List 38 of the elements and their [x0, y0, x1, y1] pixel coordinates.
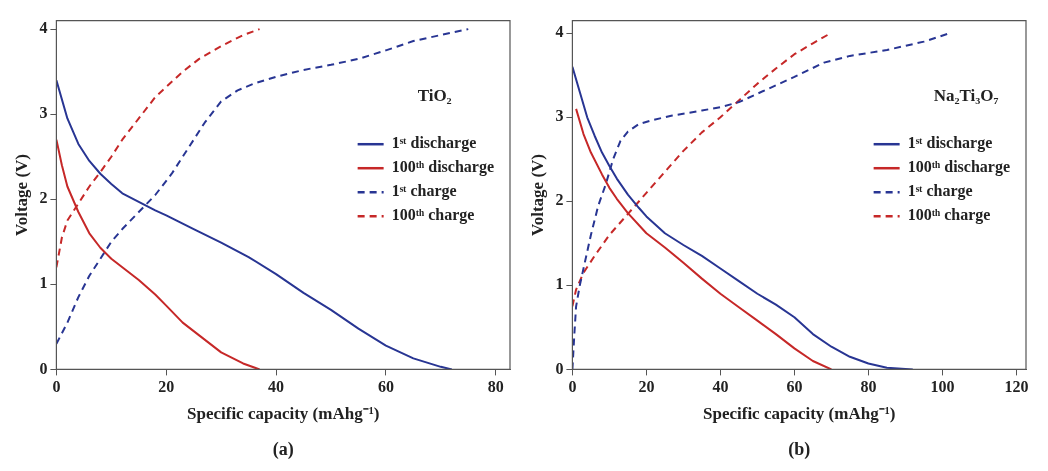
legend-label: 1ˢᵗ charge — [907, 182, 973, 201]
y-axis-title: Voltage (V) — [11, 154, 31, 236]
x-tick-label: 20 — [158, 378, 175, 396]
legend-label: 100ᵗʰ charge — [391, 206, 475, 225]
x-axis-title: Specific capacity (mAhg⁻¹) — [187, 404, 380, 424]
y-tick-label: 1 — [555, 275, 564, 293]
y-tick-label: 0 — [555, 359, 564, 377]
x-tick-label: 60 — [377, 378, 394, 396]
x-tick-label: 20 — [638, 378, 655, 396]
legend-label: 1ˢᵗ discharge — [907, 134, 993, 153]
legend-label: 1ˢᵗ discharge — [391, 134, 477, 153]
legend-label: 1ˢᵗ charge — [391, 182, 457, 201]
y-tick-label: 4 — [39, 19, 48, 37]
legend-label: 100ᵗʰ charge — [907, 206, 991, 225]
x-tick-label: 40 — [268, 378, 285, 396]
x-tick-label: 0 — [568, 378, 577, 396]
x-tick-label: 100 — [930, 378, 955, 396]
y-tick-label: 2 — [555, 191, 564, 209]
annotation: TiO₂ — [417, 85, 452, 105]
x-tick-label: 60 — [786, 378, 803, 396]
legend-label: 100ᵗʰ discharge — [391, 158, 495, 177]
y-tick-label: 4 — [555, 23, 564, 41]
annotation: Na₂Ti₃O₇ — [933, 85, 999, 105]
text: (b) — [788, 438, 811, 460]
legend-label: 100ᵗʰ discharge — [907, 158, 1011, 177]
x-tick-label: 80 — [487, 378, 504, 396]
x-tick-label: 0 — [52, 378, 61, 396]
x-tick-label: 120 — [1004, 378, 1029, 396]
x-axis-title: Specific capacity (mAhg⁻¹) — [703, 404, 896, 424]
y-tick-label: 2 — [39, 189, 48, 207]
y-tick-label: 0 — [39, 359, 48, 377]
y-tick-label: 1 — [39, 274, 48, 292]
y-tick-label: 3 — [555, 107, 564, 125]
x-tick-label: 80 — [860, 378, 877, 396]
y-axis-title: Voltage (V) — [527, 154, 547, 236]
x-tick-label: 40 — [712, 378, 729, 396]
y-tick-label: 3 — [39, 104, 48, 122]
text: (a) — [272, 438, 294, 460]
